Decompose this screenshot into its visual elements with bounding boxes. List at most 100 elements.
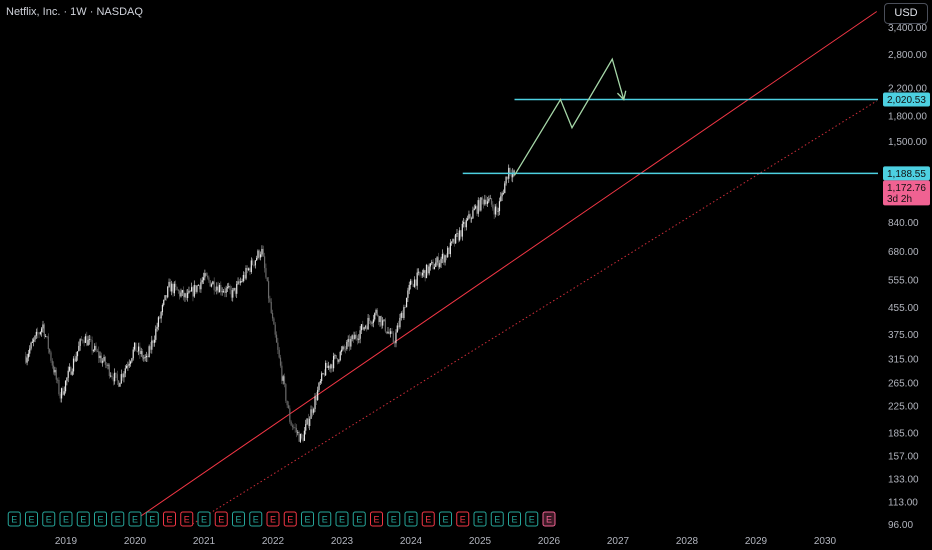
earnings-marker[interactable]: E (352, 511, 366, 527)
candle-body (45, 336, 47, 337)
earnings-marker-label: E (511, 515, 517, 525)
earnings-marker[interactable]: E (301, 511, 314, 527)
earnings-marker[interactable]: E (387, 511, 401, 527)
candle-body (318, 382, 320, 391)
candle-body (112, 377, 114, 382)
earnings-marker[interactable]: E (145, 511, 159, 527)
candle-body (55, 369, 57, 380)
earnings-marker[interactable]: E (490, 511, 504, 527)
candle-body (43, 324, 45, 337)
earnings-marker[interactable]: E (180, 511, 194, 527)
earnings-marker[interactable]: E (128, 511, 142, 527)
earnings-marker[interactable]: E (542, 511, 556, 527)
earnings-marker[interactable]: E (283, 511, 297, 527)
earnings-marker-label: E (322, 515, 328, 525)
candle-body (291, 425, 294, 427)
earnings-marker[interactable]: E (525, 511, 539, 527)
earnings-marker[interactable]: E (214, 511, 228, 527)
candle-body (183, 290, 185, 298)
earnings-marker[interactable]: E (473, 511, 487, 527)
candle-body (155, 328, 157, 340)
last-price-badge-box (883, 180, 930, 206)
candle-body (443, 253, 445, 263)
candle-body (188, 290, 190, 293)
candle-body (277, 342, 279, 350)
earnings-marker[interactable]: E (197, 511, 211, 527)
candle-body (396, 325, 398, 333)
earnings-marker[interactable]: E (25, 511, 38, 527)
candle-body (323, 373, 325, 376)
candle-body (497, 211, 499, 212)
candle-body (269, 298, 271, 302)
earnings-marker[interactable]: E (163, 511, 176, 527)
candle-body (513, 170, 515, 173)
candle-body (257, 250, 259, 259)
candle-body (106, 364, 108, 366)
candle-body (474, 206, 477, 209)
earnings-marker[interactable]: E (7, 511, 21, 527)
earnings-marker-label: E (253, 515, 259, 525)
candle-body (79, 339, 81, 346)
candle-body (46, 336, 48, 337)
currency-button[interactable]: USD (884, 3, 928, 24)
earnings-marker[interactable]: E (404, 511, 418, 527)
candle-body (102, 360, 104, 363)
earnings-marker-box (111, 511, 125, 527)
candle-body (151, 340, 153, 350)
earnings-marker[interactable]: E (421, 511, 435, 527)
earnings-marker[interactable]: E (111, 511, 125, 527)
candle-body (329, 365, 331, 369)
candle-body (167, 286, 169, 298)
earnings-marker[interactable]: E (249, 511, 263, 527)
earnings-marker[interactable]: E (266, 511, 280, 527)
earnings-marker-box (352, 511, 366, 527)
earnings-marker[interactable]: E (76, 511, 90, 527)
candle-body (62, 388, 64, 395)
price-axis[interactable]: 3,400.00 2,800.00 2,200.00 1,800.00 1,500.00… (880, 0, 932, 550)
earnings-marker[interactable]: E (439, 511, 452, 527)
earnings-marker[interactable]: E (42, 511, 56, 527)
candle-body (366, 326, 368, 330)
price-tick-label: 96.00 (888, 520, 913, 531)
earnings-marker-label: E (218, 515, 224, 525)
candle-body (339, 351, 341, 361)
earnings-marker[interactable]: E (232, 511, 245, 527)
earnings-marker-box (266, 511, 280, 527)
earnings-marker[interactable]: E (335, 511, 349, 527)
candle-body (128, 363, 130, 366)
earnings-marker[interactable]: E (456, 511, 470, 527)
time-axis[interactable]: 2019 2020 2021 2022 2023 2024 2025 2026 2027 2028… (55, 536, 837, 547)
time-tick-label: 2030 (814, 536, 837, 547)
candle-body (416, 272, 418, 286)
candle-body (148, 346, 150, 358)
candle-body (380, 316, 382, 326)
earnings-marker[interactable]: E (59, 511, 73, 527)
price-tick-label: 133.00 (888, 475, 919, 486)
candle-body (189, 290, 191, 292)
candle-body (346, 341, 348, 350)
earnings-marker[interactable]: E (508, 511, 521, 527)
earnings-marker-box (145, 511, 159, 527)
earnings-marker[interactable]: E (94, 511, 107, 527)
candle-body (139, 346, 141, 355)
candle-body (452, 239, 454, 242)
candle-body (226, 287, 229, 289)
candle-body (224, 291, 226, 293)
candle-body (41, 328, 43, 333)
candle-body (228, 286, 230, 288)
candle-body (317, 390, 319, 401)
earnings-marker[interactable]: E (318, 511, 332, 527)
earnings-marker-box (421, 511, 435, 527)
candle-body (71, 371, 73, 375)
candle-body (404, 307, 406, 308)
candle-body (119, 383, 121, 387)
candle-body (256, 258, 258, 261)
candle-body (271, 313, 274, 319)
earnings-marker-label: E (425, 515, 431, 525)
candle-body (441, 253, 444, 259)
projection-arrowhead (616, 90, 627, 101)
candle-body (363, 327, 365, 330)
earnings-marker[interactable]: E (370, 511, 383, 527)
earnings-marker-box (249, 511, 263, 527)
